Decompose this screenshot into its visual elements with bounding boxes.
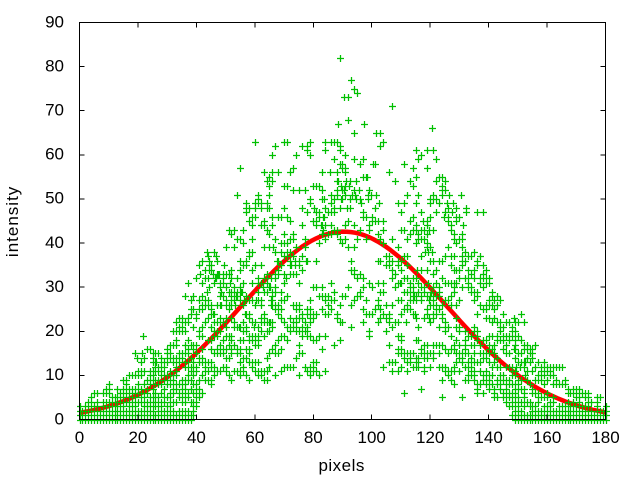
svg-text:160: 160 xyxy=(533,428,561,447)
svg-text:90: 90 xyxy=(45,12,64,31)
svg-text:80: 80 xyxy=(45,56,64,75)
svg-text:140: 140 xyxy=(474,428,502,447)
svg-text:100: 100 xyxy=(358,428,386,447)
svg-text:60: 60 xyxy=(45,145,64,164)
svg-text:70: 70 xyxy=(45,101,64,120)
svg-text:120: 120 xyxy=(416,428,444,447)
svg-text:20: 20 xyxy=(45,321,64,340)
svg-text:80: 80 xyxy=(304,428,323,447)
svg-text:intensity: intensity xyxy=(3,186,22,257)
svg-text:30: 30 xyxy=(45,277,64,296)
svg-text:pixels: pixels xyxy=(318,456,364,475)
svg-text:50: 50 xyxy=(45,189,64,208)
svg-text:0: 0 xyxy=(55,409,64,428)
svg-text:10: 10 xyxy=(45,365,64,384)
svg-text:20: 20 xyxy=(128,428,147,447)
svg-text:180: 180 xyxy=(591,428,619,447)
svg-text:40: 40 xyxy=(45,233,64,252)
svg-text:40: 40 xyxy=(187,428,206,447)
svg-text:60: 60 xyxy=(245,428,264,447)
svg-text:0: 0 xyxy=(75,428,84,447)
